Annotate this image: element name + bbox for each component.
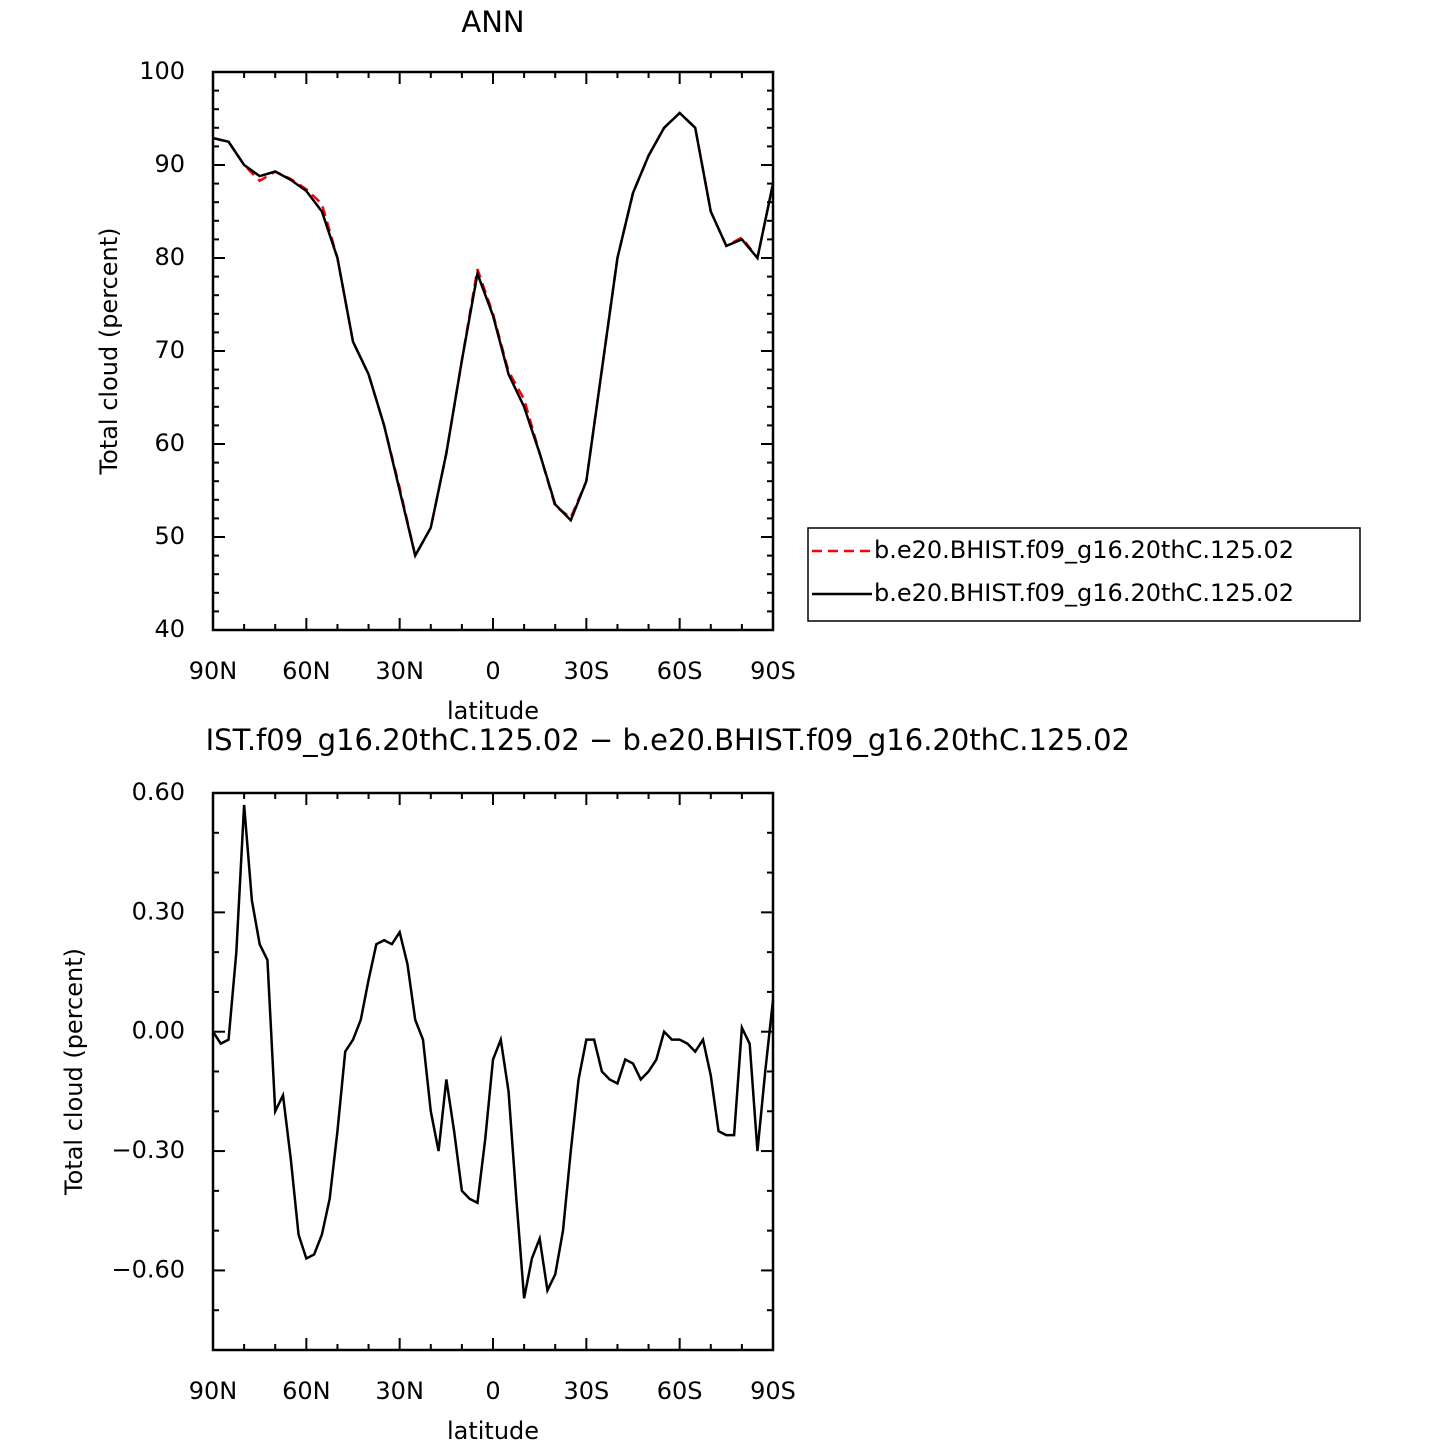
legend-box	[807, 527, 1361, 622]
y-axis-label: Total cloud (percent)	[60, 948, 88, 1196]
legend-label: b.e20.BHIST.f09_g16.20thC.125.02	[874, 579, 1294, 607]
x-tick-label: 0	[485, 657, 500, 685]
x-tick-label: 30N	[375, 657, 424, 685]
x-tick-label: 30N	[375, 1377, 424, 1405]
y-tick-label: 0.60	[132, 778, 185, 806]
data-line	[211, 804, 775, 1299]
plot-frame	[211, 70, 775, 632]
x-tick-label: 90S	[750, 1377, 796, 1405]
chart-title: IST.f09_g16.20thC.125.02 − b.e20.BHIST.f…	[206, 723, 1130, 757]
x-tick-label: 90N	[189, 657, 238, 685]
y-tick-label: 100	[139, 57, 185, 85]
data-line	[212, 111, 775, 560]
y-tick-label: −0.60	[111, 1255, 185, 1283]
chart-title: ANN	[461, 5, 524, 39]
y-axis-label: Total cloud (percent)	[95, 228, 123, 476]
x-axis-label: latitude	[447, 1417, 539, 1445]
y-tick-label: 80	[154, 243, 185, 271]
x-axis-label: latitude	[447, 697, 539, 725]
data-line	[212, 111, 775, 560]
y-tick-label: 50	[154, 522, 185, 550]
x-tick-label: 60S	[657, 1377, 703, 1405]
x-tick-label: 0	[485, 1377, 500, 1405]
y-tick-label: 90	[154, 150, 185, 178]
legend-label: b.e20.BHIST.f09_g16.20thC.125.02	[874, 536, 1294, 564]
y-tick-label: −0.30	[111, 1136, 185, 1164]
x-tick-label: 90N	[189, 1377, 238, 1405]
y-tick-label: 40	[154, 615, 185, 643]
y-tick-label: 0.00	[132, 1017, 185, 1045]
x-tick-label: 60N	[282, 657, 331, 685]
y-tick-label: 0.30	[132, 897, 185, 925]
x-tick-label: 60N	[282, 1377, 331, 1405]
y-tick-label: 60	[154, 429, 185, 457]
y-tick-label: 70	[154, 336, 185, 364]
x-tick-label: 90S	[750, 657, 796, 685]
x-tick-label: 60S	[657, 657, 703, 685]
x-tick-label: 30S	[563, 1377, 609, 1405]
x-tick-label: 30S	[563, 657, 609, 685]
